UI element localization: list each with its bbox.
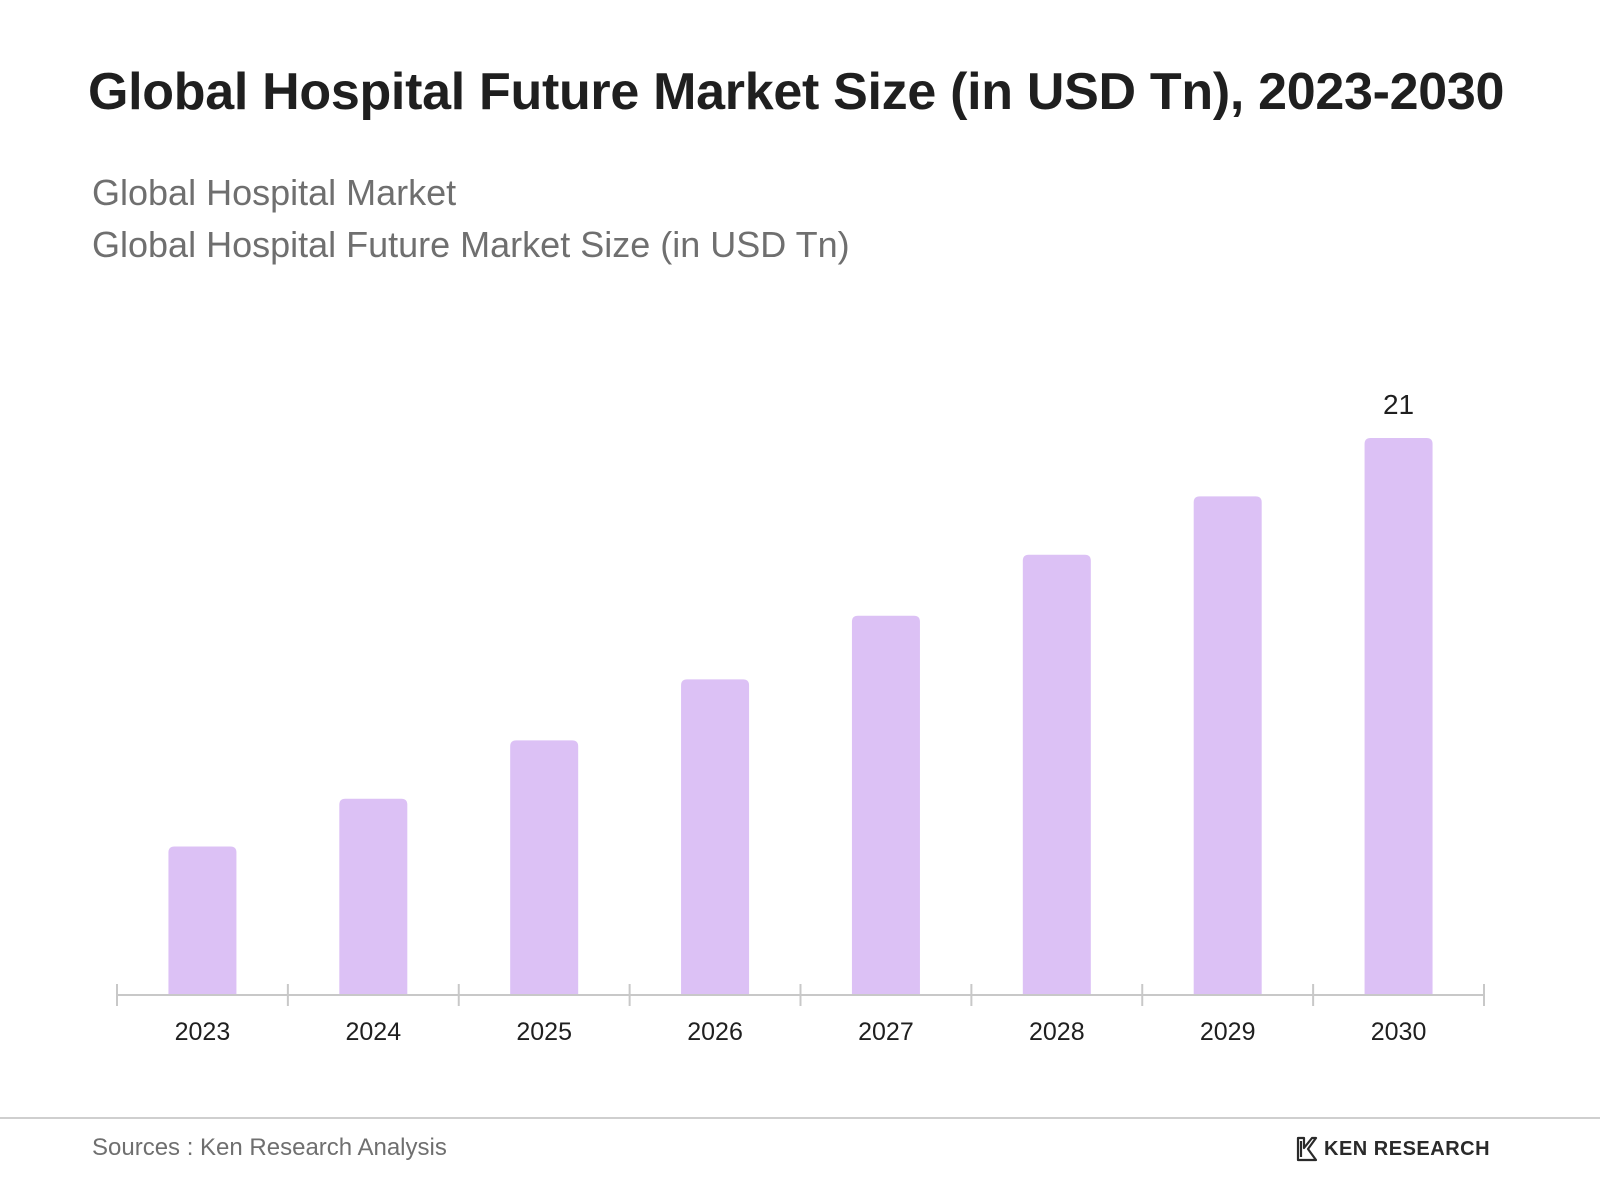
x-tick-label-2027: 2027 [858, 1018, 914, 1046]
source-note: Sources : Ken Research Analysis [92, 1134, 447, 1161]
x-tick-label-2024: 2024 [346, 1018, 402, 1046]
data-label-2030: 21 [1383, 389, 1414, 420]
bar-2030 [1364, 438, 1433, 995]
ken-research-logo-icon [1296, 1136, 1318, 1162]
chart-subtitle-metric: Global Hospital Future Market Size (in U… [92, 224, 850, 265]
chart-subtitle-market: Global Hospital Market [92, 172, 457, 213]
x-tick-label-2028: 2028 [1029, 1018, 1085, 1046]
bar-2028 [1022, 554, 1091, 995]
footer-divider [0, 1117, 1600, 1119]
x-tick-label-2025: 2025 [516, 1018, 572, 1046]
x-tick-label-2026: 2026 [687, 1018, 743, 1046]
bar-2029 [1193, 496, 1262, 995]
x-tick-label-2029: 2029 [1200, 1018, 1256, 1046]
bar-2027 [851, 615, 920, 995]
bar-2023 [168, 846, 237, 995]
bar-2026 [681, 679, 750, 995]
x-tick-label-2023: 2023 [175, 1018, 231, 1046]
brand-logo: KEN RESEARCH [1296, 1134, 1490, 1164]
x-tick-label-2030: 2030 [1371, 1018, 1427, 1046]
brand-name: KEN RESEARCH [1324, 1137, 1491, 1160]
bar-2024 [339, 798, 408, 995]
chart-title: Global Hospital Future Market Size (in U… [88, 63, 1505, 121]
bar-2025 [510, 740, 579, 995]
bar-chart: 2023 2024 2025 2026 2027 2028 2029 21 2030 [116, 389, 1485, 1046]
